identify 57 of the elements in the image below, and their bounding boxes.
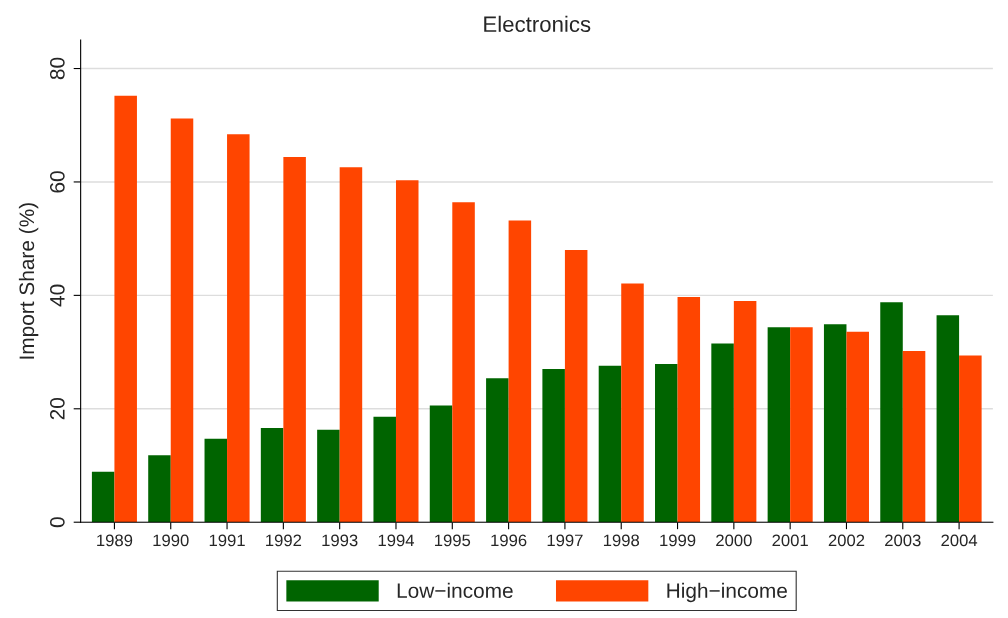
bar [204, 438, 228, 523]
x-tick-label: 1996 [491, 534, 527, 547]
x-tick-label: 2004 [941, 534, 978, 547]
bar [823, 324, 847, 523]
bar [542, 369, 565, 523]
y-tick-label: 60 [49, 171, 65, 193]
y-tick-label: 20 [49, 398, 65, 420]
x-tick-label: 1998 [603, 534, 640, 547]
bar [790, 327, 813, 523]
bar [395, 180, 419, 523]
bar [959, 355, 982, 523]
bar [846, 331, 869, 523]
x-tick-label: 2003 [885, 534, 921, 547]
x-tick-label: 2001 [772, 534, 808, 547]
bar [373, 416, 396, 523]
legend-label: High−income [667, 582, 787, 603]
legend-label: Low−income [397, 582, 513, 599]
y-tick-label: 40 [49, 284, 65, 307]
bar [598, 365, 622, 523]
bar [767, 327, 791, 523]
bar [260, 428, 284, 523]
y-tick-label: 0 [49, 517, 65, 528]
x-tick-label: 1993 [322, 534, 358, 547]
x-tick-label: 1990 [153, 534, 189, 547]
bar [91, 471, 115, 523]
bar [486, 378, 509, 523]
bar [508, 220, 532, 523]
bar [936, 315, 960, 523]
bar [902, 350, 926, 523]
bar [170, 118, 194, 523]
bar [429, 405, 453, 523]
bar [227, 134, 250, 523]
bar [339, 167, 363, 523]
x-tick-label: 2000 [716, 534, 752, 547]
x-tick-label: 2002 [828, 534, 865, 547]
x-tick-label: 1997 [547, 534, 583, 547]
bar [114, 95, 137, 523]
x-tick-label: 1992 [266, 534, 302, 547]
bar [733, 301, 757, 523]
x-tick-label: 1989 [97, 534, 133, 547]
bar [148, 455, 171, 523]
x-tick-label: 1994 [378, 534, 415, 547]
bar [452, 202, 475, 523]
chart-title: Electronics [484, 15, 591, 33]
bar [655, 363, 678, 523]
y-tick-label: 80 [49, 57, 65, 80]
x-tick-label: 1999 [660, 534, 696, 547]
y-axis-title: Import Share (%) [18, 203, 39, 359]
bar [283, 156, 306, 523]
bar [880, 302, 903, 523]
bar [621, 283, 644, 523]
x-tick-label: 1995 [435, 534, 471, 547]
x-tick-label: 1991 [209, 534, 245, 547]
bar [564, 250, 588, 523]
bar [317, 429, 340, 523]
bar [677, 297, 701, 523]
bar [711, 343, 734, 523]
